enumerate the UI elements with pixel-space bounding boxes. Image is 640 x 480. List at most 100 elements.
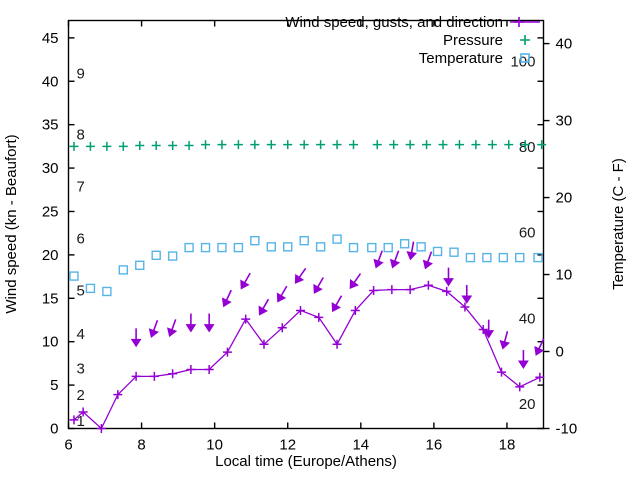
arrow-head bbox=[373, 258, 384, 269]
temperature-point bbox=[250, 235, 260, 246]
y2-tick-label: -10 bbox=[556, 421, 578, 438]
y2-axis-ticks: -10 0 10 20 30 40 bbox=[543, 36, 578, 438]
wind-speed-point bbox=[168, 369, 178, 379]
arrow-head bbox=[499, 340, 510, 350]
wind-speed-point bbox=[387, 285, 397, 295]
wind-direction-arrow bbox=[443, 267, 454, 287]
wind-direction-arrow bbox=[534, 338, 545, 356]
wind-direction-arrow bbox=[373, 250, 384, 269]
wind-direction-arrow bbox=[167, 319, 178, 338]
y-tick-label: 30 bbox=[42, 160, 59, 177]
arrow-head bbox=[203, 324, 215, 333]
pressure-point bbox=[504, 140, 514, 150]
wind-speed-point bbox=[405, 285, 415, 295]
wind-speed-point bbox=[515, 382, 525, 392]
wind-speed-point bbox=[131, 371, 141, 381]
temperature-point bbox=[399, 239, 410, 249]
wind-speed-point bbox=[78, 407, 88, 417]
wind-speed-point bbox=[241, 314, 251, 324]
arrow-head bbox=[294, 273, 305, 284]
temperature-point bbox=[482, 252, 492, 263]
temperature-point bbox=[449, 247, 459, 257]
fahrenheit-label: 20 bbox=[519, 396, 536, 413]
pressure-point bbox=[537, 140, 547, 150]
temperature-point bbox=[102, 286, 112, 297]
series-pressure bbox=[69, 140, 547, 151]
x-tick-label: 8 bbox=[137, 437, 145, 454]
temperature-point bbox=[200, 242, 211, 253]
wind-speed-point bbox=[460, 302, 470, 312]
wind-speed-point bbox=[204, 364, 214, 374]
wind-direction-arrow bbox=[130, 328, 142, 348]
y-tick-label: 35 bbox=[42, 117, 59, 134]
x-tick-label: 10 bbox=[206, 437, 223, 454]
arrow-head bbox=[406, 251, 418, 261]
pressure-point bbox=[283, 140, 293, 150]
temperature-point bbox=[332, 234, 342, 244]
wind-speed-point bbox=[277, 323, 287, 333]
plot-frame bbox=[67, 19, 545, 430]
arrow-head bbox=[221, 297, 232, 308]
temperature-point bbox=[383, 242, 393, 253]
wind-direction-arrow bbox=[422, 251, 433, 270]
temperature-point bbox=[465, 252, 476, 263]
temperature-point bbox=[432, 246, 443, 257]
arrow-head bbox=[167, 327, 178, 338]
temperature-point bbox=[315, 242, 326, 252]
arrow-head bbox=[185, 324, 197, 333]
pressure-point bbox=[471, 140, 481, 150]
fahrenheit-label: 40 bbox=[519, 311, 536, 328]
wind-speed-point bbox=[350, 305, 360, 315]
pressure-point bbox=[118, 141, 128, 151]
temperature-point bbox=[135, 260, 145, 270]
wind-speed-point bbox=[69, 415, 79, 425]
wind-direction-arrow bbox=[240, 272, 251, 290]
pressure-point bbox=[151, 141, 161, 151]
y-tick-label: 20 bbox=[42, 247, 59, 264]
arrow-head bbox=[148, 328, 159, 338]
beaufort-label: 3 bbox=[77, 361, 85, 378]
legend-swatch-wind-plus bbox=[514, 17, 524, 27]
pressure-point bbox=[438, 140, 448, 150]
pressure-point bbox=[520, 140, 530, 150]
temperature-point bbox=[416, 242, 426, 252]
y-tick-label: 0 bbox=[50, 421, 58, 438]
temperature-point bbox=[498, 252, 509, 263]
wind-speed-point bbox=[332, 339, 342, 349]
arrow-head bbox=[258, 305, 268, 316]
beaufort-label: 5 bbox=[77, 283, 85, 300]
wind-speed-point bbox=[535, 372, 545, 382]
wind-direction-arrow bbox=[499, 331, 510, 350]
x-axis-ticks: 6 8 10 12 14 16 18 bbox=[64, 20, 515, 454]
pressure-point bbox=[85, 141, 95, 151]
x-tick-label: 6 bbox=[64, 437, 72, 454]
fahrenheit-label: 80 bbox=[519, 139, 536, 156]
arrow-head bbox=[240, 279, 250, 290]
temperature-point bbox=[299, 235, 309, 246]
arrow-head bbox=[389, 258, 401, 269]
y-tick-label: 15 bbox=[42, 290, 59, 307]
temperature-point bbox=[266, 242, 276, 252]
pressure-point bbox=[487, 140, 497, 150]
arrow-head bbox=[276, 292, 287, 303]
x-axis-title: Local time (Europe/Athens) bbox=[215, 453, 397, 470]
legend-label-pressure: Pressure bbox=[443, 32, 503, 49]
temperature-point bbox=[217, 242, 227, 253]
pressure-point bbox=[422, 140, 432, 150]
pressure-point bbox=[217, 140, 227, 150]
wind-direction-arrow bbox=[406, 241, 418, 261]
pressure-point bbox=[168, 141, 178, 151]
wind-direction-arrow bbox=[148, 319, 159, 338]
beaufort-label: 8 bbox=[77, 126, 85, 143]
wind-direction-arrow bbox=[276, 285, 288, 303]
arrow-head bbox=[517, 360, 529, 369]
y2-tick-label: 10 bbox=[556, 267, 573, 284]
y2-tick-label: 20 bbox=[556, 190, 573, 207]
wind-direction-arrow bbox=[313, 277, 324, 294]
beaufort-label: 9 bbox=[77, 66, 85, 83]
temperature-point bbox=[118, 265, 129, 275]
beaufort-label: 6 bbox=[77, 231, 85, 248]
